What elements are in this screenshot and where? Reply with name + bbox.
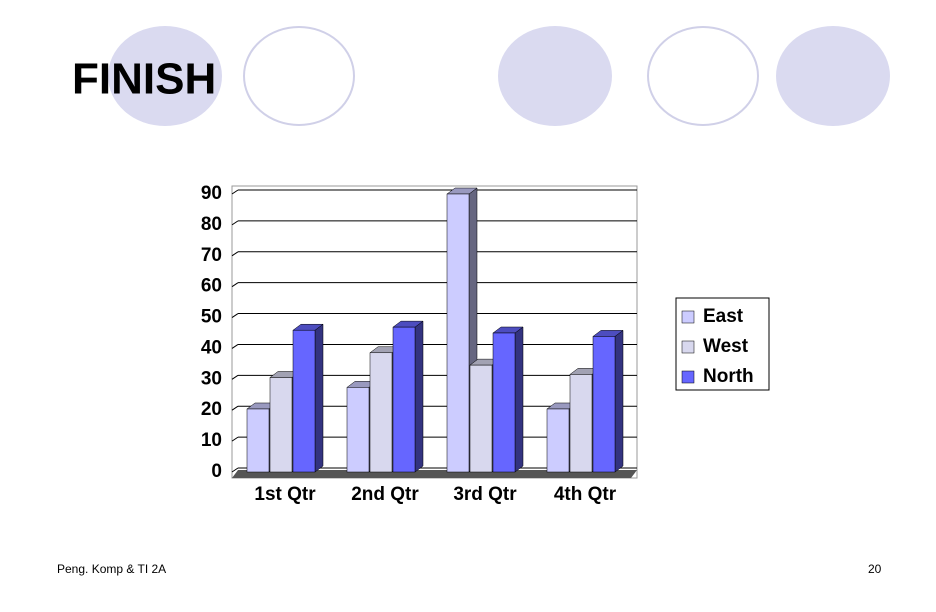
y-tick xyxy=(231,467,239,473)
floor xyxy=(232,470,637,478)
y-tick xyxy=(231,189,239,195)
legend-swatch xyxy=(681,310,695,324)
bar xyxy=(292,329,316,473)
bar xyxy=(246,408,270,473)
legend-swatch xyxy=(681,340,695,354)
y-tick-label: 10 xyxy=(201,430,222,451)
y-tick-label: 30 xyxy=(201,368,222,389)
bar xyxy=(269,377,293,473)
bar-side xyxy=(414,320,424,473)
bar-side xyxy=(314,323,324,473)
y-tick xyxy=(231,436,239,442)
decor-circle xyxy=(498,26,612,126)
y-tick xyxy=(231,282,239,288)
bar xyxy=(592,336,616,473)
y-tick-label: 70 xyxy=(201,245,222,266)
bar xyxy=(392,326,416,473)
legend-label: North xyxy=(703,366,754,387)
y-tick xyxy=(231,374,239,380)
y-tick xyxy=(231,405,239,411)
x-tick-label: 1st Qtr xyxy=(254,484,316,505)
y-tick xyxy=(231,313,239,318)
y-tick-label: 80 xyxy=(201,214,222,235)
y-tick xyxy=(231,220,239,226)
bar xyxy=(446,193,470,473)
y-tick-label: 60 xyxy=(201,276,222,297)
y-tick xyxy=(231,251,239,257)
bar xyxy=(569,374,593,473)
bar xyxy=(369,352,393,473)
bar-side xyxy=(514,326,524,473)
decor-circle xyxy=(776,26,890,126)
y-tick-label: 20 xyxy=(201,399,222,420)
bar xyxy=(546,408,570,473)
y-tick xyxy=(231,344,239,349)
x-tick-label: 2nd Qtr xyxy=(351,484,419,505)
y-tick-label: 40 xyxy=(201,337,222,358)
y-tick-label: 0 xyxy=(211,461,222,482)
decor-circle xyxy=(243,26,355,126)
bar xyxy=(346,387,370,473)
x-tick-label: 3rd Qtr xyxy=(453,484,517,505)
x-tick-label: 4th Qtr xyxy=(554,484,617,505)
y-tick-label: 50 xyxy=(201,307,222,328)
page-number: 20 xyxy=(868,562,882,576)
decor-circle xyxy=(108,26,222,126)
bar xyxy=(469,364,493,473)
bar-side xyxy=(614,329,624,473)
slide-title: FINISH xyxy=(72,55,216,104)
y-tick-label: 90 xyxy=(201,183,222,204)
legend-label: East xyxy=(703,306,744,327)
bar xyxy=(492,332,516,473)
decor-circle xyxy=(647,26,759,126)
legend-label: West xyxy=(703,336,749,357)
footer: Peng. Komp & TI 2A xyxy=(57,562,166,576)
legend-swatch xyxy=(681,370,695,384)
